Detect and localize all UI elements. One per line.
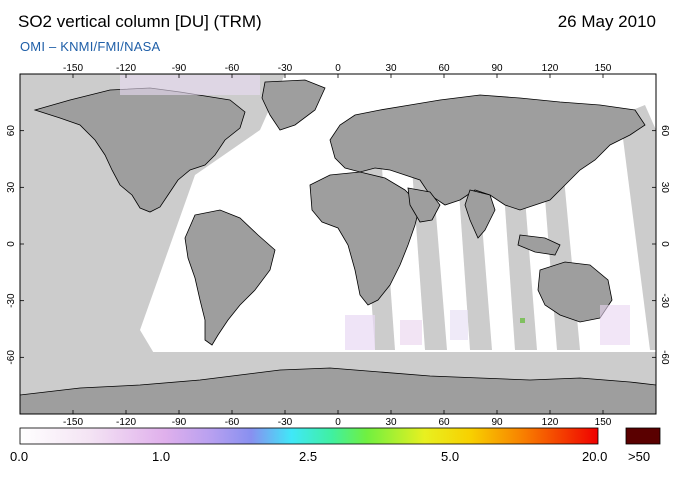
- colorbar-label: 2.5: [299, 449, 318, 464]
- map-body: [20, 74, 656, 414]
- lat-tick-label: 60: [659, 125, 670, 137]
- lon-tick-label: -60: [225, 63, 240, 74]
- colorbar-overflow-swatch: [625, 427, 661, 445]
- lon-tick-label: 30: [385, 417, 397, 428]
- lon-tick-label: 30: [385, 63, 397, 74]
- colorbar-label: 1.0: [152, 449, 171, 464]
- africa: [309, 171, 421, 306]
- lat-tick-label: -60: [659, 350, 670, 365]
- colorbar-label: 20.0: [582, 449, 608, 464]
- lon-tick-label: 90: [491, 63, 503, 74]
- maritime-southeast-asia: [517, 234, 561, 256]
- colorbar-label: 0.0: [10, 449, 29, 464]
- lon-tick-label: -30: [278, 63, 293, 74]
- map-date: 26 May 2010: [557, 12, 656, 31]
- lon-tick-label: -120: [116, 63, 136, 74]
- antarctica: [20, 367, 656, 414]
- lon-tick-label: 60: [438, 417, 450, 428]
- lon-tick-label: 120: [542, 417, 559, 428]
- lon-ticks-top: -150 -120 -90 -60 -30 0 30 60 90 120 150: [63, 63, 612, 78]
- lon-tick-label: 150: [595, 63, 612, 74]
- greenland: [261, 79, 326, 131]
- colorbar-label: 5.0: [441, 449, 460, 464]
- lon-tick-label: -90: [172, 63, 187, 74]
- lat-ticks-left: 60 30 0 -30 -60: [6, 125, 24, 365]
- lon-tick-label: -60: [225, 417, 240, 428]
- lat-tick-label: 30: [6, 181, 17, 193]
- colorbar-overflow-label: >50: [628, 449, 651, 464]
- lon-tick-label: 0: [335, 63, 341, 74]
- lon-tick-label: 90: [491, 417, 503, 428]
- lon-tick-label: -90: [172, 417, 187, 428]
- lon-tick-label: 120: [542, 63, 559, 74]
- lat-tick-label: -60: [6, 350, 17, 365]
- lon-tick-label: -30: [278, 417, 293, 428]
- so2-retrieval-speckle: [120, 75, 630, 350]
- lon-tick-label: -120: [116, 417, 136, 428]
- lon-tick-label: 150: [595, 417, 612, 428]
- no-data-region: [20, 74, 50, 180]
- lon-ticks-bottom: -150 -120 -90 -60 -30 0 30 60 90 120 150: [63, 410, 612, 428]
- lon-tick-label: 60: [438, 63, 450, 74]
- lon-tick-label: -150: [63, 63, 83, 74]
- lat-tick-label: 0: [659, 241, 670, 247]
- map-title: SO2 vertical column [DU] (TRM): [18, 12, 262, 31]
- lat-tick-label: -30: [6, 293, 17, 308]
- lat-tick-label: 60: [6, 125, 17, 137]
- lat-tick-label: 0: [6, 241, 17, 247]
- south-america: [184, 209, 276, 346]
- indian-subcontinent: [464, 189, 496, 239]
- colorbar: [19, 427, 599, 445]
- lat-tick-label: -30: [659, 293, 670, 308]
- lon-tick-label: 0: [335, 417, 341, 428]
- lon-tick-label: -150: [63, 417, 83, 428]
- lat-ticks-right: 60 30 0 -30 -60: [652, 125, 670, 365]
- eurasia: [329, 94, 646, 211]
- lat-tick-label: 30: [659, 182, 670, 194]
- land-masses: [20, 79, 656, 414]
- arabian-peninsula: [407, 187, 441, 223]
- data-credit: OMI – KNMI/FMI/NASA: [20, 39, 161, 54]
